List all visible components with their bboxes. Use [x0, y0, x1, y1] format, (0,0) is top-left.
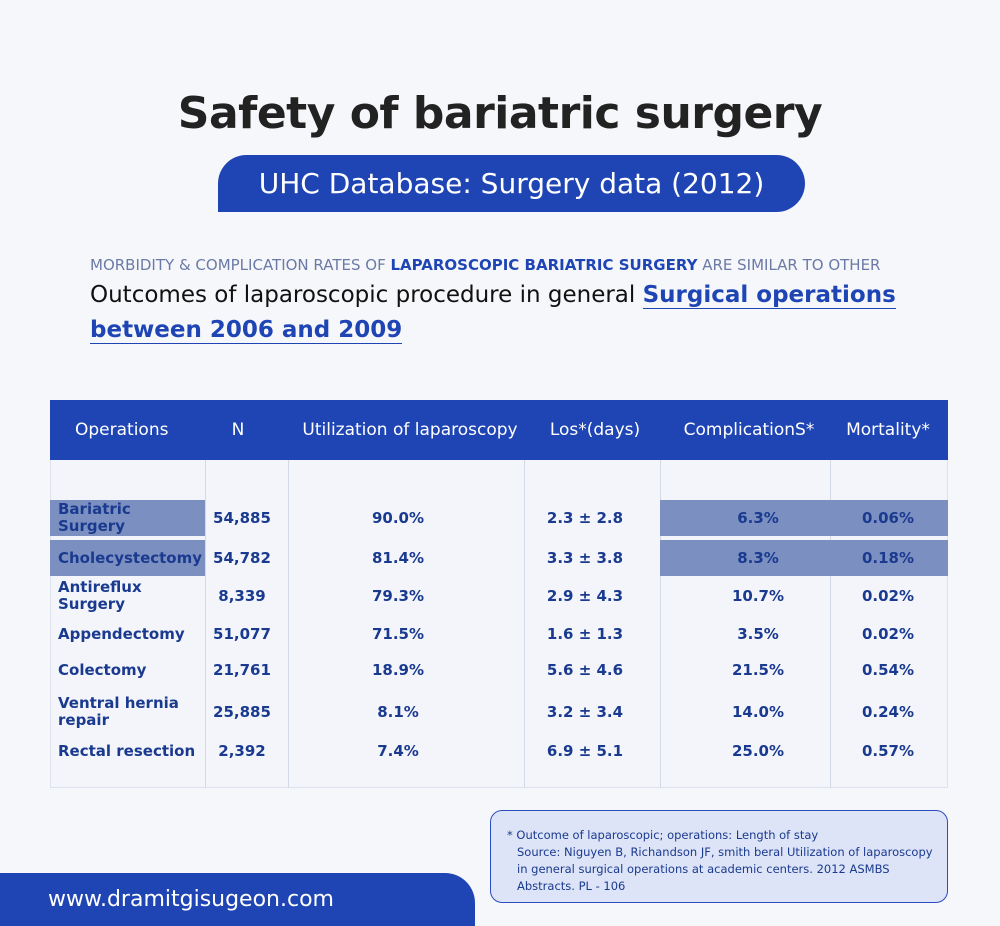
- header-cell: ComplicationS*: [683, 420, 815, 440]
- table-cell: 6.9 ± 5.1: [546, 742, 624, 760]
- table-header: [50, 400, 948, 460]
- table-cell: Ventral hernia repair: [58, 694, 179, 729]
- table-cell: Bariatric Surgery: [58, 500, 131, 535]
- table-cell: 54,885: [213, 509, 271, 527]
- table-cell: 6.3%: [737, 509, 779, 527]
- header-cell: Utilization of laparoscopy: [302, 420, 518, 440]
- table-cell: 90.0%: [371, 509, 425, 527]
- table-cell: 7.4%: [377, 742, 419, 760]
- table-cell: 14.0%: [731, 703, 785, 721]
- column-divider: [830, 460, 831, 788]
- subtitle: UHC Database: Surgery data (2012): [258, 167, 765, 200]
- header-cell: Los*(days): [549, 420, 641, 440]
- header-cell: Mortality*: [846, 420, 930, 440]
- footnote-box: * Outcome of laparoscopic; operations: L…: [490, 810, 948, 903]
- website: www.dramitgisugeon.com: [48, 887, 334, 912]
- footnote-line: * Outcome of laparoscopic; operations: L…: [507, 828, 819, 842]
- intro-line: MORBIDITY & COMPLICATION RATES OF LAPARO…: [90, 256, 880, 274]
- table-cell: Rectal resection: [58, 741, 196, 760]
- table-cell: 0.06%: [861, 509, 915, 527]
- header-cell: N: [231, 420, 245, 440]
- intro-text: Outcomes of laparoscopic procedure in ge…: [90, 282, 643, 308]
- title: Safety of bariatric surgery: [177, 88, 823, 139]
- table-cell: 54,782: [213, 549, 271, 567]
- table-cell: 3.3 ± 3.8: [546, 549, 624, 567]
- table-cell: 8.3%: [737, 549, 779, 567]
- table-cell: 0.02%: [861, 587, 915, 605]
- table-cell: 25.0%: [731, 742, 785, 760]
- table-cell: 0.54%: [861, 661, 915, 679]
- table-cell: 0.24%: [861, 703, 915, 721]
- footnote-line: Source: Niguyen B, Richandson JF, smith …: [517, 845, 933, 893]
- table-cell: 0.02%: [861, 625, 915, 643]
- table-cell: Colectomy: [58, 660, 147, 679]
- table-cell: 5.6 ± 4.6: [546, 661, 624, 679]
- intro-highlight: LAPAROSCOPIC BARIATRIC SURGERY: [390, 256, 698, 274]
- column-divider: [660, 460, 661, 788]
- table-cell: 0.57%: [861, 742, 915, 760]
- header-cell: Operations: [75, 420, 169, 440]
- row-highlight: [660, 500, 948, 536]
- table-cell: 1.6 ± 1.3: [546, 625, 624, 643]
- table-cell: 81.4%: [371, 549, 425, 567]
- table-cell: 8,339: [218, 587, 266, 605]
- row-highlight: [50, 500, 205, 536]
- table-cell: Appendectomy: [58, 624, 185, 643]
- table-cell: 0.18%: [861, 549, 915, 567]
- table-cell: 18.9%: [371, 661, 425, 679]
- column-divider: [288, 460, 289, 788]
- table-cell: 21,761: [213, 661, 271, 679]
- intro-heading: Outcomes of laparoscopic procedure in ge…: [90, 278, 930, 348]
- table-cell: 2.9 ± 4.3: [546, 587, 624, 605]
- table-cell: 51,077: [213, 625, 271, 643]
- intro-text: ARE SIMILAR TO OTHER: [697, 256, 881, 274]
- table-cell: 3.5%: [737, 625, 779, 643]
- column-divider: [524, 460, 525, 788]
- row-highlight: [50, 540, 205, 576]
- website-bar: [0, 873, 475, 926]
- table-cell: 2,392: [218, 742, 266, 760]
- row-highlight: [660, 540, 948, 576]
- table-cell: 79.3%: [371, 587, 425, 605]
- table-cell: 2.3 ± 2.8: [546, 509, 624, 527]
- table-cell: 25,885: [213, 703, 271, 721]
- table-cell: Antireflux Surgery: [58, 578, 142, 613]
- column-divider: [205, 460, 206, 788]
- table-cell: 71.5%: [371, 625, 425, 643]
- table-cell: 10.7%: [731, 587, 785, 605]
- table-cell: 21.5%: [731, 661, 785, 679]
- table-cell: 8.1%: [377, 703, 419, 721]
- table-cell: Cholecystectomy: [58, 548, 203, 567]
- subtitle-pill: [218, 155, 805, 212]
- intro-highlight: Surgical operations between 2006 and 200…: [90, 282, 896, 344]
- table-cell: 3.2 ± 3.4: [546, 703, 624, 721]
- table: [50, 400, 948, 788]
- intro-text: MORBIDITY & COMPLICATION RATES OF: [90, 256, 391, 274]
